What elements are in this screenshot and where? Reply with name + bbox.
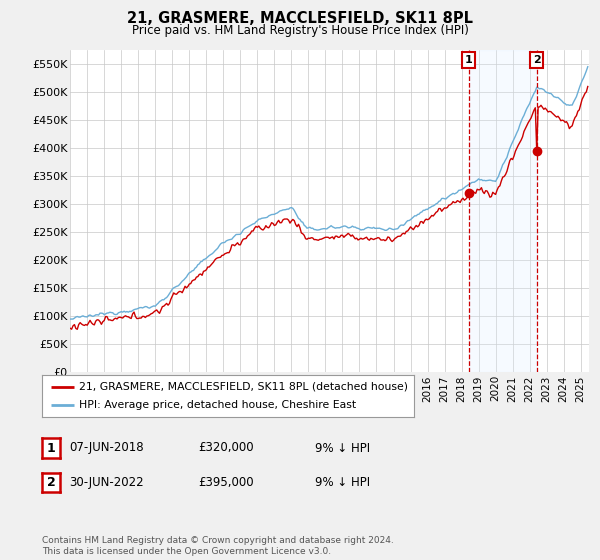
Text: £320,000: £320,000 bbox=[198, 441, 254, 455]
Text: 21, GRASMERE, MACCLESFIELD, SK11 8PL (detached house): 21, GRASMERE, MACCLESFIELD, SK11 8PL (de… bbox=[79, 382, 408, 392]
Text: 1: 1 bbox=[47, 441, 55, 455]
Bar bbox=[469, 50, 537, 372]
Text: 2: 2 bbox=[533, 55, 541, 65]
Text: Price paid vs. HM Land Registry's House Price Index (HPI): Price paid vs. HM Land Registry's House … bbox=[131, 24, 469, 36]
Text: 1: 1 bbox=[465, 55, 473, 65]
Text: 9% ↓ HPI: 9% ↓ HPI bbox=[315, 476, 370, 489]
Text: HPI: Average price, detached house, Cheshire East: HPI: Average price, detached house, Ches… bbox=[79, 400, 356, 410]
Text: 9% ↓ HPI: 9% ↓ HPI bbox=[315, 441, 370, 455]
Text: 07-JUN-2018: 07-JUN-2018 bbox=[69, 441, 143, 455]
Text: Contains HM Land Registry data © Crown copyright and database right 2024.
This d: Contains HM Land Registry data © Crown c… bbox=[42, 536, 394, 556]
Text: 21, GRASMERE, MACCLESFIELD, SK11 8PL: 21, GRASMERE, MACCLESFIELD, SK11 8PL bbox=[127, 11, 473, 26]
Text: 2: 2 bbox=[47, 476, 55, 489]
Text: £395,000: £395,000 bbox=[198, 476, 254, 489]
Text: 30-JUN-2022: 30-JUN-2022 bbox=[69, 476, 143, 489]
